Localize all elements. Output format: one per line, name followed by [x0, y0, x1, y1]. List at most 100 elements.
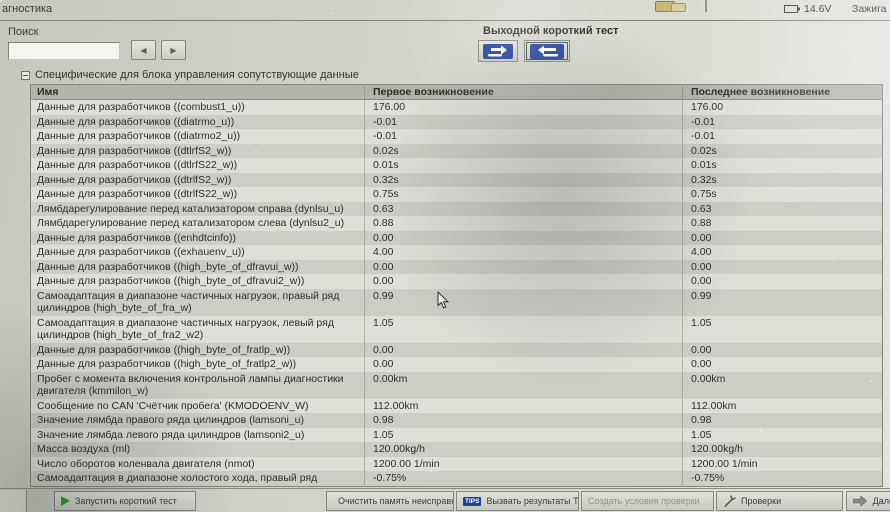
table-body: Данные для разработчиков ((combust1_u)) 1…	[30, 99, 883, 486]
row-name: Значение лямбда правого ряда цилиндров (…	[37, 414, 304, 426]
row-last-occurrence: 120.00kg/h	[682, 442, 883, 457]
table-row[interactable]: Масса воздуха (ml) 120.00kg/h 120.00kg/h	[30, 442, 883, 457]
row-name: Лямбдарегулирование перед катализатором …	[37, 217, 345, 229]
table-row[interactable]: Данные для разработчиков ((high_byte_of_…	[30, 357, 883, 372]
row-first-occurrence: 0.32s	[364, 172, 683, 187]
row-last-occurrence: 0.00	[682, 357, 883, 372]
arrow-right-icon	[853, 495, 868, 507]
row-last-occurrence: 0.00km	[682, 371, 883, 399]
row-first-occurrence: 0.98	[364, 413, 683, 428]
row-first-occurrence: 0.75s	[364, 187, 683, 202]
row-first-occurrence: 112.00km	[364, 398, 683, 413]
search-next-button[interactable]: ▶	[161, 40, 186, 60]
tests-button[interactable]: Проверки	[716, 491, 843, 511]
table-row[interactable]: Значение лямбда левого ряда цилиндров (l…	[30, 427, 883, 442]
row-first-occurrence: 0.02s	[364, 143, 683, 158]
output-short-test-label: Выходной короткий тест	[483, 25, 619, 37]
short-test-forward-button[interactable]	[478, 40, 518, 62]
row-first-occurrence: 0.99	[364, 288, 683, 316]
search-prev-button[interactable]: ◀	[131, 40, 156, 60]
panel-edge	[0, 490, 27, 512]
row-last-occurrence: 112.00km	[682, 398, 883, 413]
row-last-occurrence: -0.01	[682, 114, 883, 129]
table-row[interactable]: Данные для разработчиков ((dtrlfS22_w)) 0…	[30, 187, 883, 202]
table-row[interactable]: Данные для разработчиков ((dtlrfS2_w)) 0.…	[30, 143, 883, 158]
search-input[interactable]	[8, 42, 120, 60]
table-row[interactable]: Самоадаптация в диапазоне холостого хода…	[30, 471, 883, 486]
table-row[interactable]: Число оборотов коленвала двигателя (nmot…	[30, 456, 883, 471]
battery-status: 14.6V	[784, 3, 831, 15]
battery-icon	[784, 5, 800, 13]
create-test-conditions-button: Создать условия проверки	[581, 491, 714, 511]
wrench-icon	[724, 494, 736, 507]
table-header-row: Имя Первое возникновение Последнее возни…	[30, 84, 883, 100]
row-last-occurrence: 0.00	[682, 259, 883, 274]
row-name: Пробег с момента включения контрольной л…	[37, 372, 344, 398]
row-last-occurrence: -0.01	[682, 129, 883, 144]
clear-fault-memory-label: Очистить память неисправностей	[338, 496, 453, 506]
row-first-occurrence: 176.00	[364, 99, 683, 115]
row-name: Значение лямбда левого ряда цилиндров (l…	[37, 428, 305, 441]
row-first-occurrence: 4.00	[364, 245, 683, 260]
tips-results-button[interactable]: TIPS Вызвать результаты TIPS	[456, 491, 579, 511]
arrow-left-icon: ◀	[140, 45, 147, 55]
table-row[interactable]: Данные для разработчиков ((high_byte_of_…	[30, 274, 883, 289]
table-row[interactable]: Данные для разработчиков ((dtlrfS22_w)) 0…	[30, 158, 883, 173]
row-first-occurrence: -0.01	[364, 114, 683, 129]
column-header-first-occurrence[interactable]: Первое возникновение	[364, 84, 683, 100]
row-first-occurrence: 1.05	[364, 315, 683, 343]
row-last-occurrence: 1200.00 1/min	[682, 456, 883, 471]
row-first-occurrence: 0.63	[364, 201, 683, 216]
row-last-occurrence: 0.99	[682, 288, 883, 316]
row-last-occurrence: 0.00	[682, 342, 883, 357]
row-first-occurrence: 0.88	[364, 216, 683, 231]
row-last-occurrence: 176.00	[682, 99, 883, 115]
row-last-occurrence: 0.75s	[682, 187, 883, 202]
next-button[interactable]: Далее	[846, 491, 890, 511]
column-header-last-occurrence[interactable]: Последнее возникновение	[682, 84, 883, 100]
play-icon	[61, 496, 70, 506]
clear-fault-memory-button[interactable]: Очистить память неисправностей	[326, 491, 454, 511]
row-name: Данные для разработчиков ((diatrmo_u))	[37, 115, 235, 128]
table-row[interactable]: Данные для разработчиков ((dtrlfS2_w)) 0.…	[30, 172, 883, 187]
row-name: Лямбдарегулирование перед катализатором …	[37, 202, 344, 215]
table-row[interactable]: Данные для разработчиков ((diatrmo_u)) -0…	[30, 114, 883, 129]
table-row[interactable]: Данные для разработчиков ((high_byte_of_…	[30, 342, 883, 357]
row-name: Число оборотов коленвала двигателя (nmot…	[37, 457, 255, 470]
row-last-occurrence: 1.05	[682, 315, 883, 343]
table-row[interactable]: Данные для разработчиков ((combust1_u)) 1…	[30, 99, 883, 115]
row-first-occurrence: 0.00	[364, 259, 683, 274]
bottom-toolbar: Запустить короткий тест Очистить память …	[0, 488, 890, 512]
table-row[interactable]: Сообщение по CAN 'Счётчик пробега' (KMOD…	[30, 398, 883, 413]
table-row[interactable]: Пробег с момента включения контрольной л…	[30, 371, 883, 399]
table-row[interactable]: Самоадаптация в диапазоне частичных нагр…	[30, 315, 883, 343]
row-first-occurrence: 0.00	[364, 274, 683, 289]
table-row[interactable]: Лямбдарегулирование перед катализатором …	[30, 216, 883, 231]
table-row[interactable]: Данные для разработчиков ((enhdtcinfo)) 0…	[30, 230, 883, 245]
row-first-occurrence: 1.05	[364, 427, 683, 442]
car-arrow-left-icon	[530, 43, 564, 59]
battery-voltage: 14.6V	[804, 3, 832, 15]
row-first-occurrence: -0.01	[364, 129, 683, 144]
row-name: Самоадаптация в диапазоне частичных нагр…	[37, 316, 334, 342]
row-name: Данные для разработчиков ((high_byte_of_…	[37, 275, 305, 287]
run-short-test-button[interactable]: Запустить короткий тест	[54, 491, 196, 511]
collapse-icon[interactable]	[21, 70, 30, 80]
row-last-occurrence: 0.00	[682, 274, 883, 289]
tips-badge-icon: TIPS	[463, 496, 482, 506]
row-first-occurrence: 120.00kg/h	[364, 442, 683, 457]
row-last-occurrence: 0.88	[682, 216, 883, 231]
column-header-name[interactable]: Имя	[30, 84, 365, 100]
row-first-occurrence: 1200.00 1/min	[364, 456, 683, 471]
search-label: Поиск	[8, 26, 39, 38]
create-test-conditions-label: Создать условия проверки	[588, 496, 700, 506]
table-row[interactable]: Лямбдарегулирование перед катализатором …	[30, 201, 883, 216]
table-row[interactable]: Данные для разработчиков ((exhauenv_u)) 4…	[30, 245, 883, 260]
table-row[interactable]: Данные для разработчиков ((high_byte_of_…	[30, 259, 883, 274]
table-row[interactable]: Данные для разработчиков ((diatrmo2_u)) -…	[30, 129, 883, 144]
row-name: Сообщение по CAN 'Счётчик пробега' (KMOD…	[37, 399, 309, 412]
table-row[interactable]: Самоадаптация в диапазоне частичных нагр…	[30, 288, 883, 316]
short-test-back-button[interactable]	[524, 40, 570, 62]
table-row[interactable]: Значение лямбда правого ряда цилиндров (…	[30, 413, 883, 428]
